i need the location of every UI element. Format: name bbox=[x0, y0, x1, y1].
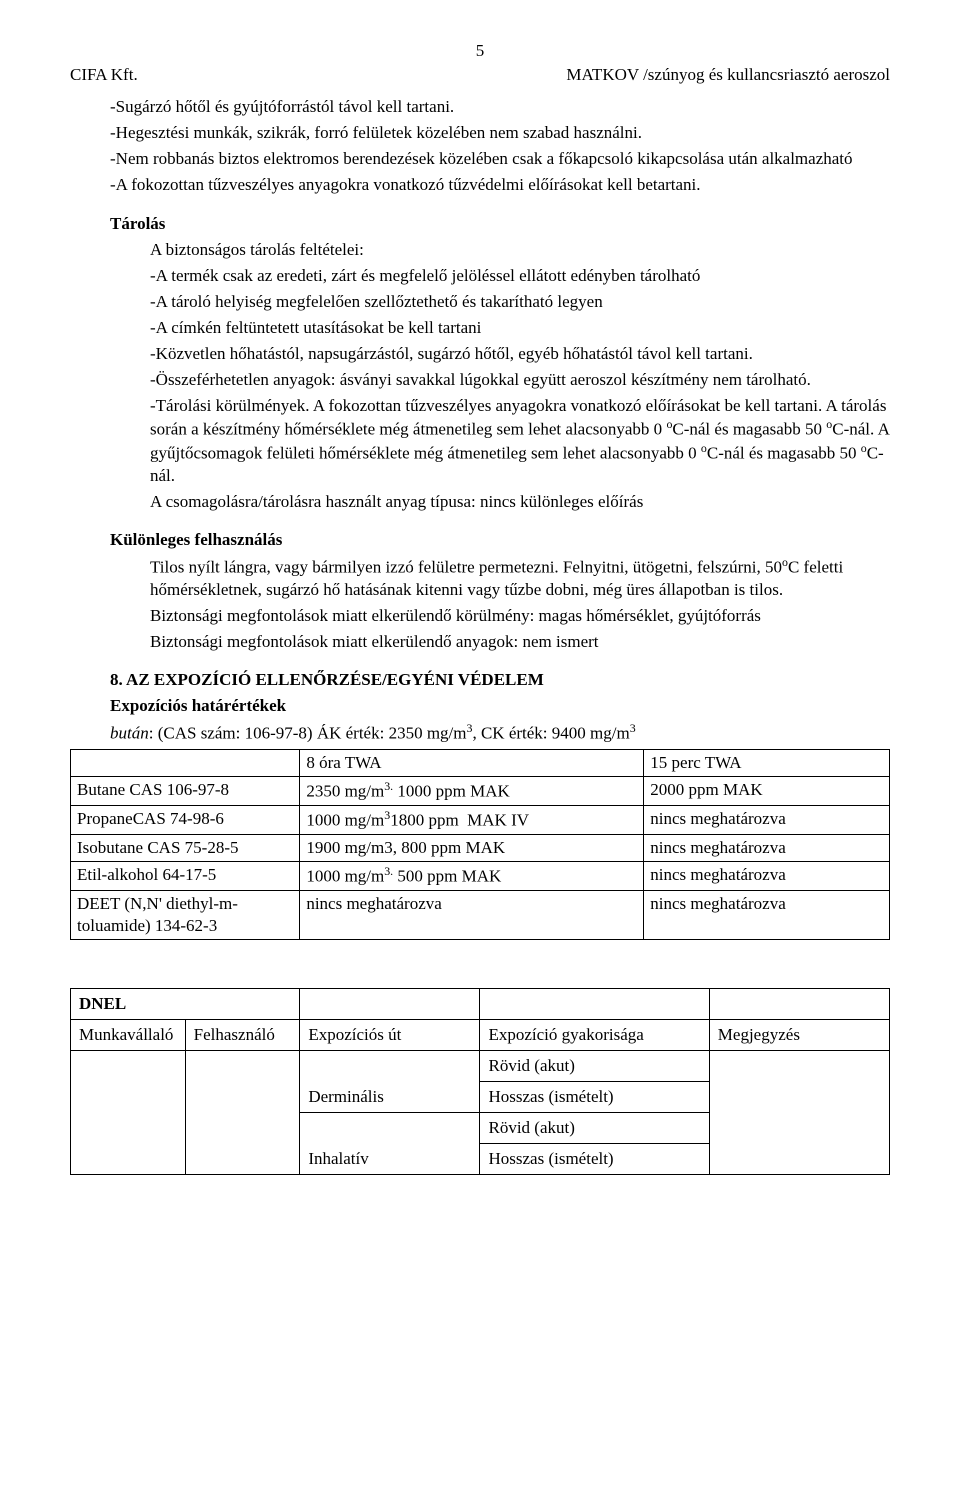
table-header-cell: 15 perc TWA bbox=[644, 750, 890, 777]
dnel-header-row: Munkavállaló Felhasználó Expozíciós út E… bbox=[71, 1019, 890, 1050]
table-cell: DEET (N,N' diethyl-m-toluamide) 134-62-3 bbox=[71, 890, 300, 939]
section-8-title: 8. AZ EXPOZÍCIÓ ELLENŐRZÉSE/EGYÉNI VÉDEL… bbox=[110, 669, 890, 691]
table-cell: 2350 mg/m3. 1000 ppm MAK bbox=[300, 777, 644, 806]
dnel-label: DNEL bbox=[71, 988, 186, 1019]
special-line: Tilos nyílt lángra, vagy bármilyen izzó … bbox=[150, 555, 890, 601]
page-number: 5 bbox=[70, 40, 890, 62]
table-cell: 2000 ppm MAK bbox=[644, 777, 890, 806]
storage-line: -A tároló helyiség megfelelően szellőzte… bbox=[150, 291, 890, 313]
table-cell: Etil-alkohol 64-17-5 bbox=[71, 861, 300, 890]
table-header-cell bbox=[71, 750, 300, 777]
header-company: CIFA Kft. bbox=[70, 64, 138, 86]
table-cell: Butane CAS 106-97-8 bbox=[71, 777, 300, 806]
storage-line: A csomagolásra/tárolásra használt anyag … bbox=[150, 491, 890, 513]
dnel-frequency: Rövid (akut) bbox=[480, 1113, 709, 1144]
header-product: MATKOV /szúnyog és kullancsriasztó aeros… bbox=[566, 64, 890, 86]
special-use-section: Különleges felhasználás Tilos nyílt láng… bbox=[110, 529, 890, 653]
storage-section: Tárolás A biztonságos tárolás feltételei… bbox=[110, 213, 890, 513]
dnel-route: Inhalatív bbox=[300, 1113, 480, 1175]
table-cell: nincs meghatározva bbox=[644, 834, 890, 861]
intro-line: -Sugárzó hőtől és gyújtóforrástól távol … bbox=[110, 96, 890, 118]
page-header: CIFA Kft. MATKOV /szúnyog és kullancsria… bbox=[70, 64, 890, 86]
intro-line: -Hegesztési munkák, szikrák, forró felül… bbox=[110, 122, 890, 144]
dnel-col-header: Expozíció gyakorisága bbox=[480, 1019, 709, 1050]
dnel-col-header: Munkavállaló bbox=[71, 1019, 186, 1050]
dnel-frequency: Hosszas (ismételt) bbox=[480, 1081, 709, 1112]
storage-line: -A termék csak az eredeti, zárt és megfe… bbox=[150, 265, 890, 287]
dnel-data-row: Derminális Rövid (akut) bbox=[71, 1050, 890, 1081]
special-use-title: Különleges felhasználás bbox=[110, 529, 890, 551]
table-row: Isobutane CAS 75-28-5 1900 mg/m3, 800 pp… bbox=[71, 834, 890, 861]
exposure-table: 8 óra TWA 15 perc TWA Butane CAS 106-97-… bbox=[70, 749, 890, 940]
table-cell: 1900 mg/m3, 800 ppm MAK bbox=[300, 834, 644, 861]
butane-line: bután: (CAS szám: 106-97-8) ÁK érték: 23… bbox=[110, 721, 890, 745]
dnel-route: Derminális bbox=[300, 1050, 480, 1112]
table-row: Butane CAS 106-97-8 2350 mg/m3. 1000 ppm… bbox=[71, 777, 890, 806]
table-cell: 1000 mg/m31800 ppm MAK IV bbox=[300, 805, 644, 834]
table-cell: nincs meghatározva bbox=[644, 805, 890, 834]
table-cell: Isobutane CAS 75-28-5 bbox=[71, 834, 300, 861]
storage-line: -Tárolási körülmények. A fokozottan tűzv… bbox=[150, 395, 890, 487]
dnel-col-header: Megjegyzés bbox=[709, 1019, 889, 1050]
table-cell: nincs meghatározva bbox=[300, 890, 644, 939]
table-cell: 1000 mg/m3. 500 ppm MAK bbox=[300, 861, 644, 890]
table-cell: nincs meghatározva bbox=[644, 861, 890, 890]
table-header-cell: 8 óra TWA bbox=[300, 750, 644, 777]
table-cell: nincs meghatározva bbox=[644, 890, 890, 939]
table-row: Etil-alkohol 64-17-5 1000 mg/m3. 500 ppm… bbox=[71, 861, 890, 890]
special-line: Biztonsági megfontolások miatt elkerülen… bbox=[150, 605, 890, 627]
table-row: PropaneCAS 74-98-6 1000 mg/m31800 ppm MA… bbox=[71, 805, 890, 834]
dnel-col-header: Expozíciós út bbox=[300, 1019, 480, 1050]
exposure-limits-title: Expozíciós határértékek bbox=[110, 695, 890, 717]
dnel-frequency: Hosszas (ismételt) bbox=[480, 1144, 709, 1175]
dnel-col-header: Felhasználó bbox=[185, 1019, 300, 1050]
storage-line: -Közvetlen hőhatástól, napsugárzástól, s… bbox=[150, 343, 890, 365]
intro-paragraph: -Sugárzó hőtől és gyújtóforrástól távol … bbox=[110, 96, 890, 196]
storage-line: A biztonságos tárolás feltételei: bbox=[150, 239, 890, 261]
section-8: 8. AZ EXPOZÍCIÓ ELLENŐRZÉSE/EGYÉNI VÉDEL… bbox=[110, 669, 890, 745]
storage-title: Tárolás bbox=[110, 213, 890, 235]
intro-line: -A fokozottan tűzveszélyes anyagokra von… bbox=[110, 174, 890, 196]
table-header-row: 8 óra TWA 15 perc TWA bbox=[71, 750, 890, 777]
storage-line: -Összeférhetetlen anyagok: ásványi savak… bbox=[150, 369, 890, 391]
table-cell: PropaneCAS 74-98-6 bbox=[71, 805, 300, 834]
dnel-frequency: Rövid (akut) bbox=[480, 1050, 709, 1081]
storage-line: -A címkén feltüntetett utasításokat be k… bbox=[150, 317, 890, 339]
intro-line: -Nem robbanás biztos elektromos berendez… bbox=[110, 148, 890, 170]
special-line: Biztonsági megfontolások miatt elkerülen… bbox=[150, 631, 890, 653]
table-row: DEET (N,N' diethyl-m-toluamide) 134-62-3… bbox=[71, 890, 890, 939]
dnel-table: DNEL Munkavállaló Felhasználó Expozíciós… bbox=[70, 988, 890, 1176]
